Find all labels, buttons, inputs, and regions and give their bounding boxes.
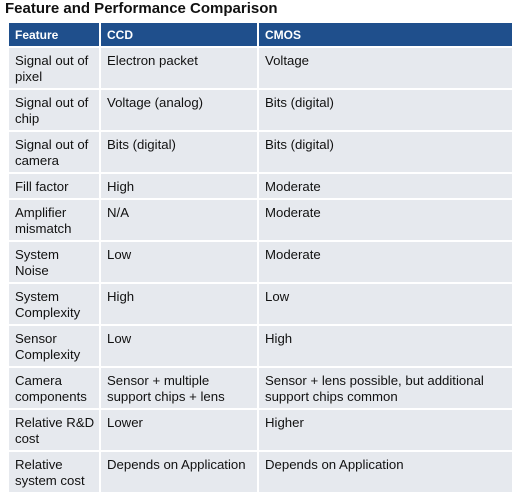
table-row: Signal out of camera Bits (digital) Bits… — [9, 131, 512, 174]
cmos-cell: Bits (digital) — [258, 131, 512, 174]
table-row: Relative system cost Depends on Applicat… — [9, 451, 512, 494]
feature-cell: Amplifier mismatch — [9, 199, 101, 242]
feature-cell: Fill factor — [9, 173, 101, 200]
table-row: Amplifier mismatch N/A Moderate — [9, 199, 512, 242]
cmos-cell: Low — [258, 283, 512, 326]
column-header-ccd: CCD — [100, 23, 259, 48]
table-row: Relative R&D cost Lower Higher — [9, 409, 512, 452]
page-title: Feature and Performance Comparison — [5, 0, 278, 17]
table-row: System Complexity High Low — [9, 283, 512, 326]
ccd-cell: Bits (digital) — [100, 131, 259, 174]
ccd-cell: Depends on Application — [100, 451, 259, 494]
cmos-cell: High — [258, 325, 512, 368]
cmos-cell: Bits (digital) — [258, 89, 512, 132]
ccd-cell: High — [100, 173, 259, 200]
ccd-cell: N/A — [100, 199, 259, 242]
table-row: Sensor Complexity Low High — [9, 325, 512, 368]
ccd-cell: Sensor + multiple support chips + lens — [100, 367, 259, 410]
ccd-cell: High — [100, 283, 259, 326]
ccd-cell: Low — [100, 325, 259, 368]
feature-cell: Relative R&D cost — [9, 409, 101, 452]
feature-cell: Signal out of chip — [9, 89, 101, 132]
cmos-cell: Moderate — [258, 199, 512, 242]
table-row: Signal out of chip Voltage (analog) Bits… — [9, 89, 512, 132]
cmos-cell: Depends on Application — [258, 451, 512, 494]
ccd-cell: Low — [100, 241, 259, 284]
table-row: System Noise Low Moderate — [9, 241, 512, 284]
cmos-cell: Sensor + lens possible, but additional s… — [258, 367, 512, 410]
table-row: Signal out of pixel Electron packet Volt… — [9, 47, 512, 90]
cmos-cell: Higher — [258, 409, 512, 452]
cmos-cell: Moderate — [258, 241, 512, 284]
ccd-cell: Voltage (analog) — [100, 89, 259, 132]
cmos-cell: Voltage — [258, 47, 512, 90]
feature-cell: Signal out of camera — [9, 131, 101, 174]
table-header-row: Feature CCD CMOS — [9, 23, 512, 48]
ccd-cell: Lower — [100, 409, 259, 452]
feature-cell: Relative system cost — [9, 451, 101, 494]
ccd-cell: Electron packet — [100, 47, 259, 90]
feature-cell: Camera components — [9, 367, 101, 410]
feature-cell: System Complexity — [9, 283, 101, 326]
cmos-cell: Moderate — [258, 173, 512, 200]
comparison-table: Feature CCD CMOS Signal out of pixel Ele… — [9, 23, 512, 494]
feature-cell: System Noise — [9, 241, 101, 284]
feature-cell: Signal out of pixel — [9, 47, 101, 90]
table-row: Camera components Sensor + multiple supp… — [9, 367, 512, 410]
column-header-feature: Feature — [9, 23, 101, 48]
feature-cell: Sensor Complexity — [9, 325, 101, 368]
column-header-cmos: CMOS — [258, 23, 512, 48]
table-row: Fill factor High Moderate — [9, 173, 512, 200]
